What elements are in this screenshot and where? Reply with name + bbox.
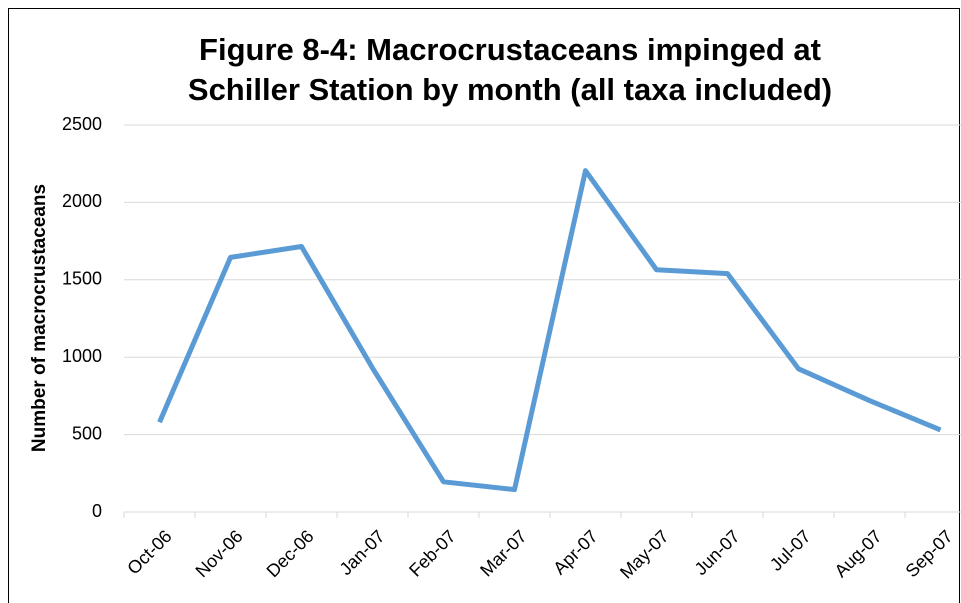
y-axis-label: Number of macrocrustaceans xyxy=(29,184,50,452)
y-tick-label: 0 xyxy=(92,501,102,521)
x-tick-label: Apr-07 xyxy=(549,526,601,578)
chart-title: Figure 8-4: Macrocrustaceans impinged at… xyxy=(187,32,833,107)
y-tick-label: 1000 xyxy=(62,346,102,366)
x-tick-label: Oct-06 xyxy=(123,526,175,578)
x-tick-label: Sep-07 xyxy=(901,526,956,581)
x-tick-label: Nov-06 xyxy=(192,526,247,581)
data-line xyxy=(157,168,942,493)
y-tick-label: 2000 xyxy=(62,191,102,211)
y-tick-label: 500 xyxy=(72,423,102,443)
x-tick-label: Mar-07 xyxy=(476,526,530,580)
x-tick-label: Feb-07 xyxy=(405,526,459,580)
x-tick-label: Jul-07 xyxy=(766,526,815,575)
x-tick-label: Jun-07 xyxy=(691,526,744,579)
chart-border xyxy=(8,8,960,603)
x-tick-label: Aug-07 xyxy=(830,526,885,581)
x-tick-label: Jan-07 xyxy=(336,526,389,579)
y-tick-label: 1500 xyxy=(62,269,102,289)
x-tick-label: Dec-06 xyxy=(263,526,318,581)
x-tick-label: May-07 xyxy=(616,526,673,583)
y-tick-label: 2500 xyxy=(62,114,102,134)
